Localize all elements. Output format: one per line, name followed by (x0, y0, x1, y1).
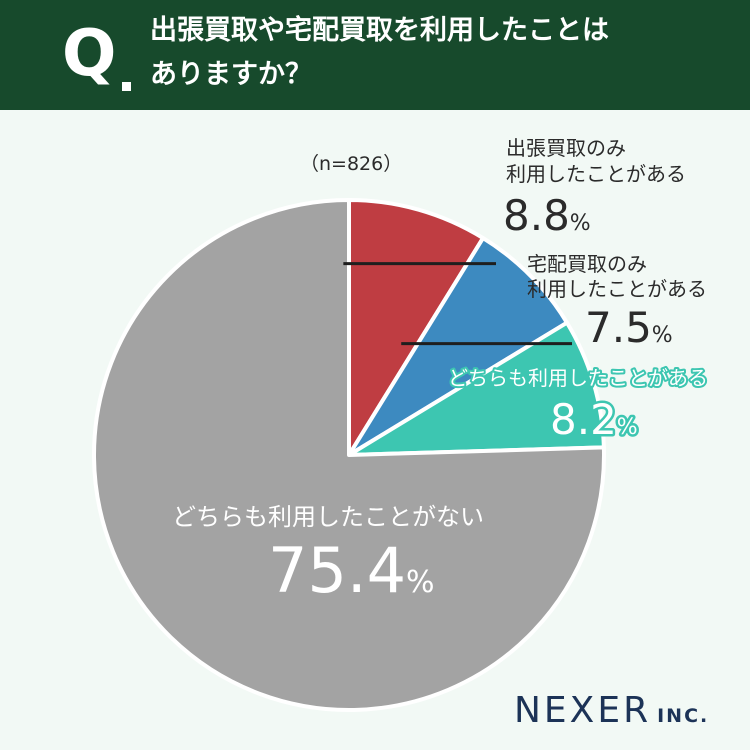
q-mark: Q (62, 17, 117, 91)
logo-suffix: INC. (657, 705, 710, 727)
slice-value-1: 7.5% (585, 303, 673, 352)
question-line-2: ありますか？ (150, 59, 312, 90)
slice-label-0-line-1: 出張買取のみ (506, 136, 626, 160)
slice-value-2-number: 8.2 (550, 395, 617, 444)
logo-name: NEXER (514, 690, 652, 731)
slice-value-0: 8.8% (503, 191, 591, 240)
slice-value-2-unit: % (617, 415, 638, 440)
pie-slice-3 (92, 198, 606, 712)
nexer-logo: NEXER INC. (514, 690, 709, 731)
question-line-1: 出張買取や宅配買取を利用したことは (150, 15, 609, 46)
slice-label-2: どちらも利用したことがある (448, 366, 708, 390)
slice-value-3: 75.4% (268, 534, 435, 607)
sample-size-note: （n=826） (300, 153, 402, 175)
slice-label-1-line-1: 宅配買取のみ (527, 252, 647, 276)
pie-slice-2 (347, 320, 606, 457)
slice-value-3-unit: % (406, 565, 435, 600)
slice-value-1-number: 7.5 (585, 303, 652, 352)
question-header: Q 出張買取や宅配買取を利用したことは ありますか？ (0, 0, 750, 110)
slice-value-1-unit: % (652, 323, 673, 348)
slice-value-0-unit: % (570, 211, 591, 236)
q-mark-dot (122, 82, 131, 91)
slice-value-3-number: 75.4 (268, 534, 406, 607)
slice-label-0-line-2: 利用したことがある (506, 162, 686, 186)
pie-slice-1 (347, 236, 569, 457)
leader-lines (343, 262, 572, 346)
slice-label-3: どちらも利用したことがない (172, 503, 484, 531)
slice-value-2: 8.2% (550, 395, 638, 444)
slice-value-0-number: 8.8 (503, 191, 570, 240)
slice-label-1-line-2: 利用したことがある (527, 277, 707, 301)
